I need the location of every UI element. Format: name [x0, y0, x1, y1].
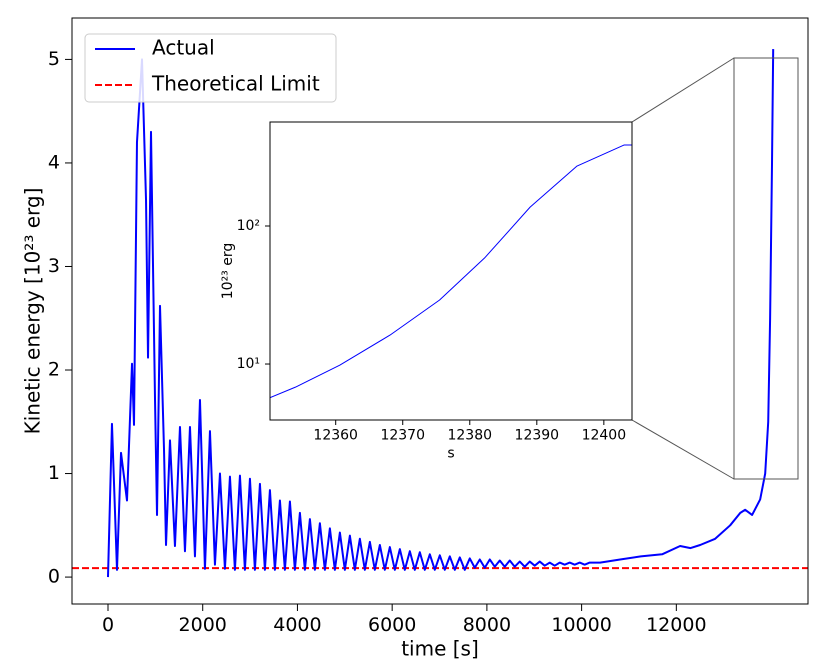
x-tick-label: 12370 — [380, 428, 425, 444]
legend-label: Actual — [152, 36, 215, 60]
zoom-indicator — [631, 57, 799, 480]
y-tick-label: 4 — [48, 151, 60, 173]
y-tick-label: 10² — [237, 218, 260, 234]
y-axis-label: 10²³ erg — [220, 243, 236, 300]
zoom-connector — [631, 419, 735, 480]
x-tick-label: 12000 — [646, 614, 706, 636]
y-axis-label: Kinetic energy [10²³ erg] — [21, 188, 45, 435]
y-tick-label: 1 — [48, 462, 60, 484]
legend-label: Theoretical Limit — [151, 72, 320, 96]
x-tick-label: 12380 — [447, 428, 492, 444]
y-tick-label: 5 — [48, 48, 60, 70]
y-tick-label: 10¹ — [237, 356, 260, 372]
inset-plot: 12360 12370 12380 12390 12400 10¹ 10² s 10²³ erg — [220, 121, 633, 462]
axes-frame — [71, 17, 809, 605]
x-tick-label: 6000 — [368, 614, 416, 636]
zoom-region — [733, 57, 799, 480]
zoom-connector — [631, 57, 735, 123]
x-axis-label: s — [447, 446, 454, 462]
data-line — [270, 144, 632, 399]
x-axis-label: time [s] — [401, 636, 479, 660]
main-plot: 0 2000 4000 6000 8000 10000 12000 0 1 2 3 4 5 time [s… — [21, 17, 809, 660]
x-tick-label: 8000 — [463, 614, 511, 636]
y-tick-label: 2 — [48, 359, 60, 381]
x-tick-label: 0 — [102, 614, 114, 636]
data-line — [106, 49, 775, 578]
legend-box — [84, 33, 337, 103]
x-tick-label: 2000 — [179, 614, 227, 636]
x-tick-label: 10000 — [551, 614, 611, 636]
x-tick-label: 12390 — [515, 428, 560, 444]
x-tick-label: 12400 — [582, 428, 627, 444]
plot-background — [270, 122, 632, 420]
x-tick-label: 12360 — [313, 428, 358, 444]
x-tick-label: 4000 — [273, 614, 321, 636]
y-tick-label: 0 — [48, 566, 60, 588]
axes-frame — [269, 121, 633, 421]
legend: Actual Theoretical Limit — [84, 33, 337, 103]
y-tick-label: 3 — [48, 255, 60, 277]
